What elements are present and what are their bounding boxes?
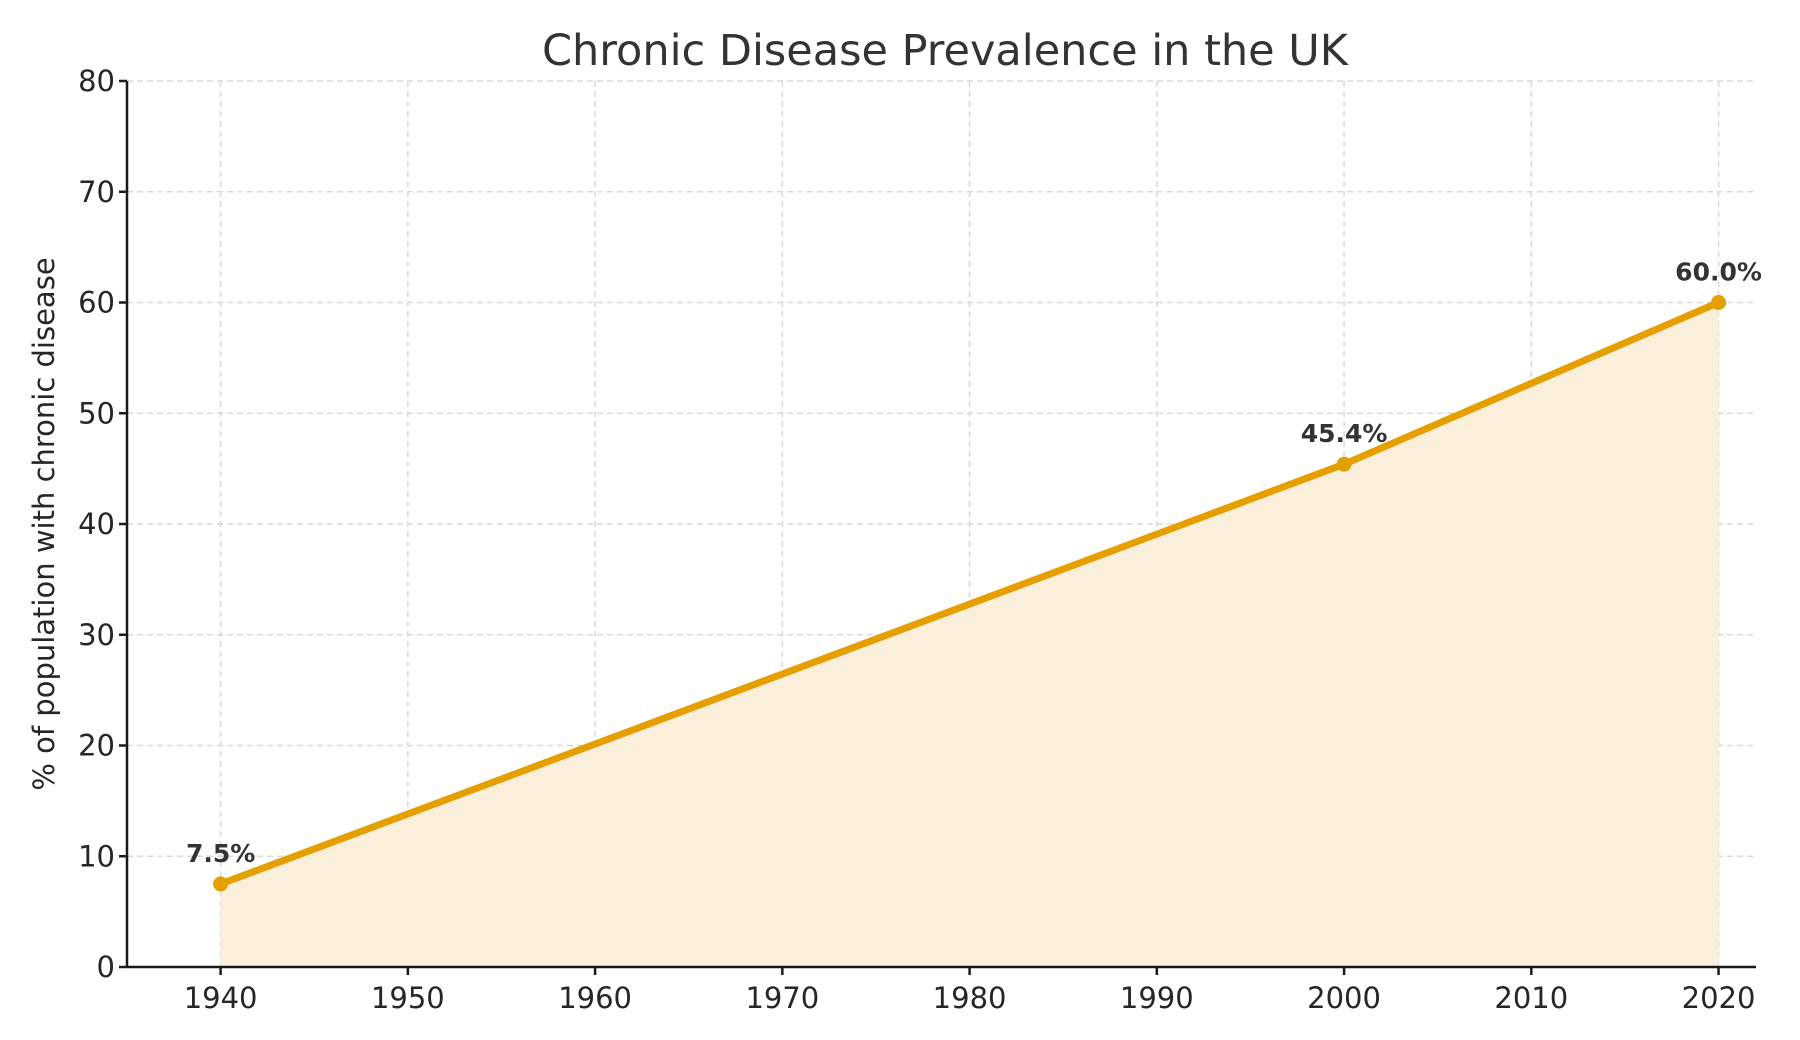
axes (119, 79, 1756, 975)
x-tick-label: 1990 (1120, 981, 1194, 1015)
x-tick-label: 1940 (184, 981, 258, 1015)
x-tick-label: 1950 (371, 981, 445, 1015)
tick-labels: 0 10 20 30 40 50 60 70 80 1940 1950 1960 1970 1980 199… (78, 64, 1755, 1015)
y-tick-label: 70 (78, 175, 115, 209)
y-tick-label: 0 (97, 950, 115, 984)
markers-layer (213, 295, 1727, 892)
y-axis-label: % of population with chronic disease (27, 257, 61, 790)
data-point-marker (213, 876, 229, 892)
y-tick-label: 30 (78, 618, 115, 652)
data-point-marker (1336, 456, 1352, 472)
x-tick-label: 1980 (933, 981, 1007, 1015)
x-tick-label: 2000 (1307, 981, 1381, 1015)
x-tick-label: 1970 (745, 981, 819, 1015)
data-label: 45.4% (1301, 419, 1388, 448)
x-tick-label: 2010 (1494, 981, 1568, 1015)
x-tick-label: 2020 (1682, 981, 1756, 1015)
data-point-marker (1711, 295, 1727, 310)
y-tick-label: 50 (78, 396, 115, 430)
x-tick-label: 1960 (558, 981, 632, 1015)
chart-title: Chronic Disease Prevalence in the UK (542, 26, 1350, 76)
y-tick-label: 40 (78, 507, 115, 541)
data-label: 7.5% (186, 839, 255, 868)
y-tick-label: 80 (78, 64, 115, 98)
data-labels-layer: 7.5% 45.4% 60.0% (186, 258, 1762, 868)
y-tick-label: 10 (78, 839, 115, 873)
data-label: 60.0% (1675, 258, 1762, 287)
y-tick-label: 60 (78, 286, 115, 320)
y-tick-label: 20 (78, 729, 115, 763)
